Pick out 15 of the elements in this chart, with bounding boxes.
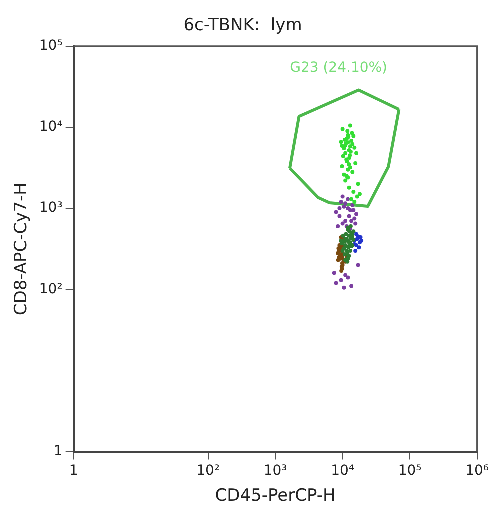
x-tick-label: 1	[69, 462, 78, 479]
x-tick-label: 10⁴	[331, 462, 355, 479]
chart-title: 6c-TBNK: lym	[184, 16, 302, 36]
y-tick-label: 10²	[39, 281, 63, 298]
x-axis-title: CD45-PerCP-H	[215, 486, 336, 506]
y-tick-label: 10³	[39, 200, 63, 216]
x-tick-label: 10⁶	[466, 462, 490, 479]
x-tick-label: 10⁵	[398, 462, 422, 479]
y-tick-label: 10⁴	[39, 119, 64, 136]
x-tick-label: 10³	[264, 462, 288, 479]
y-tick-label: 10⁵	[39, 38, 63, 54]
y-tick-label: 1	[54, 443, 63, 460]
x-tick-label: 10²	[196, 462, 220, 479]
y-axis-title: CD8-APC-Cy7-H	[12, 182, 32, 316]
annotation: G23 (24.10%)	[290, 60, 388, 76]
